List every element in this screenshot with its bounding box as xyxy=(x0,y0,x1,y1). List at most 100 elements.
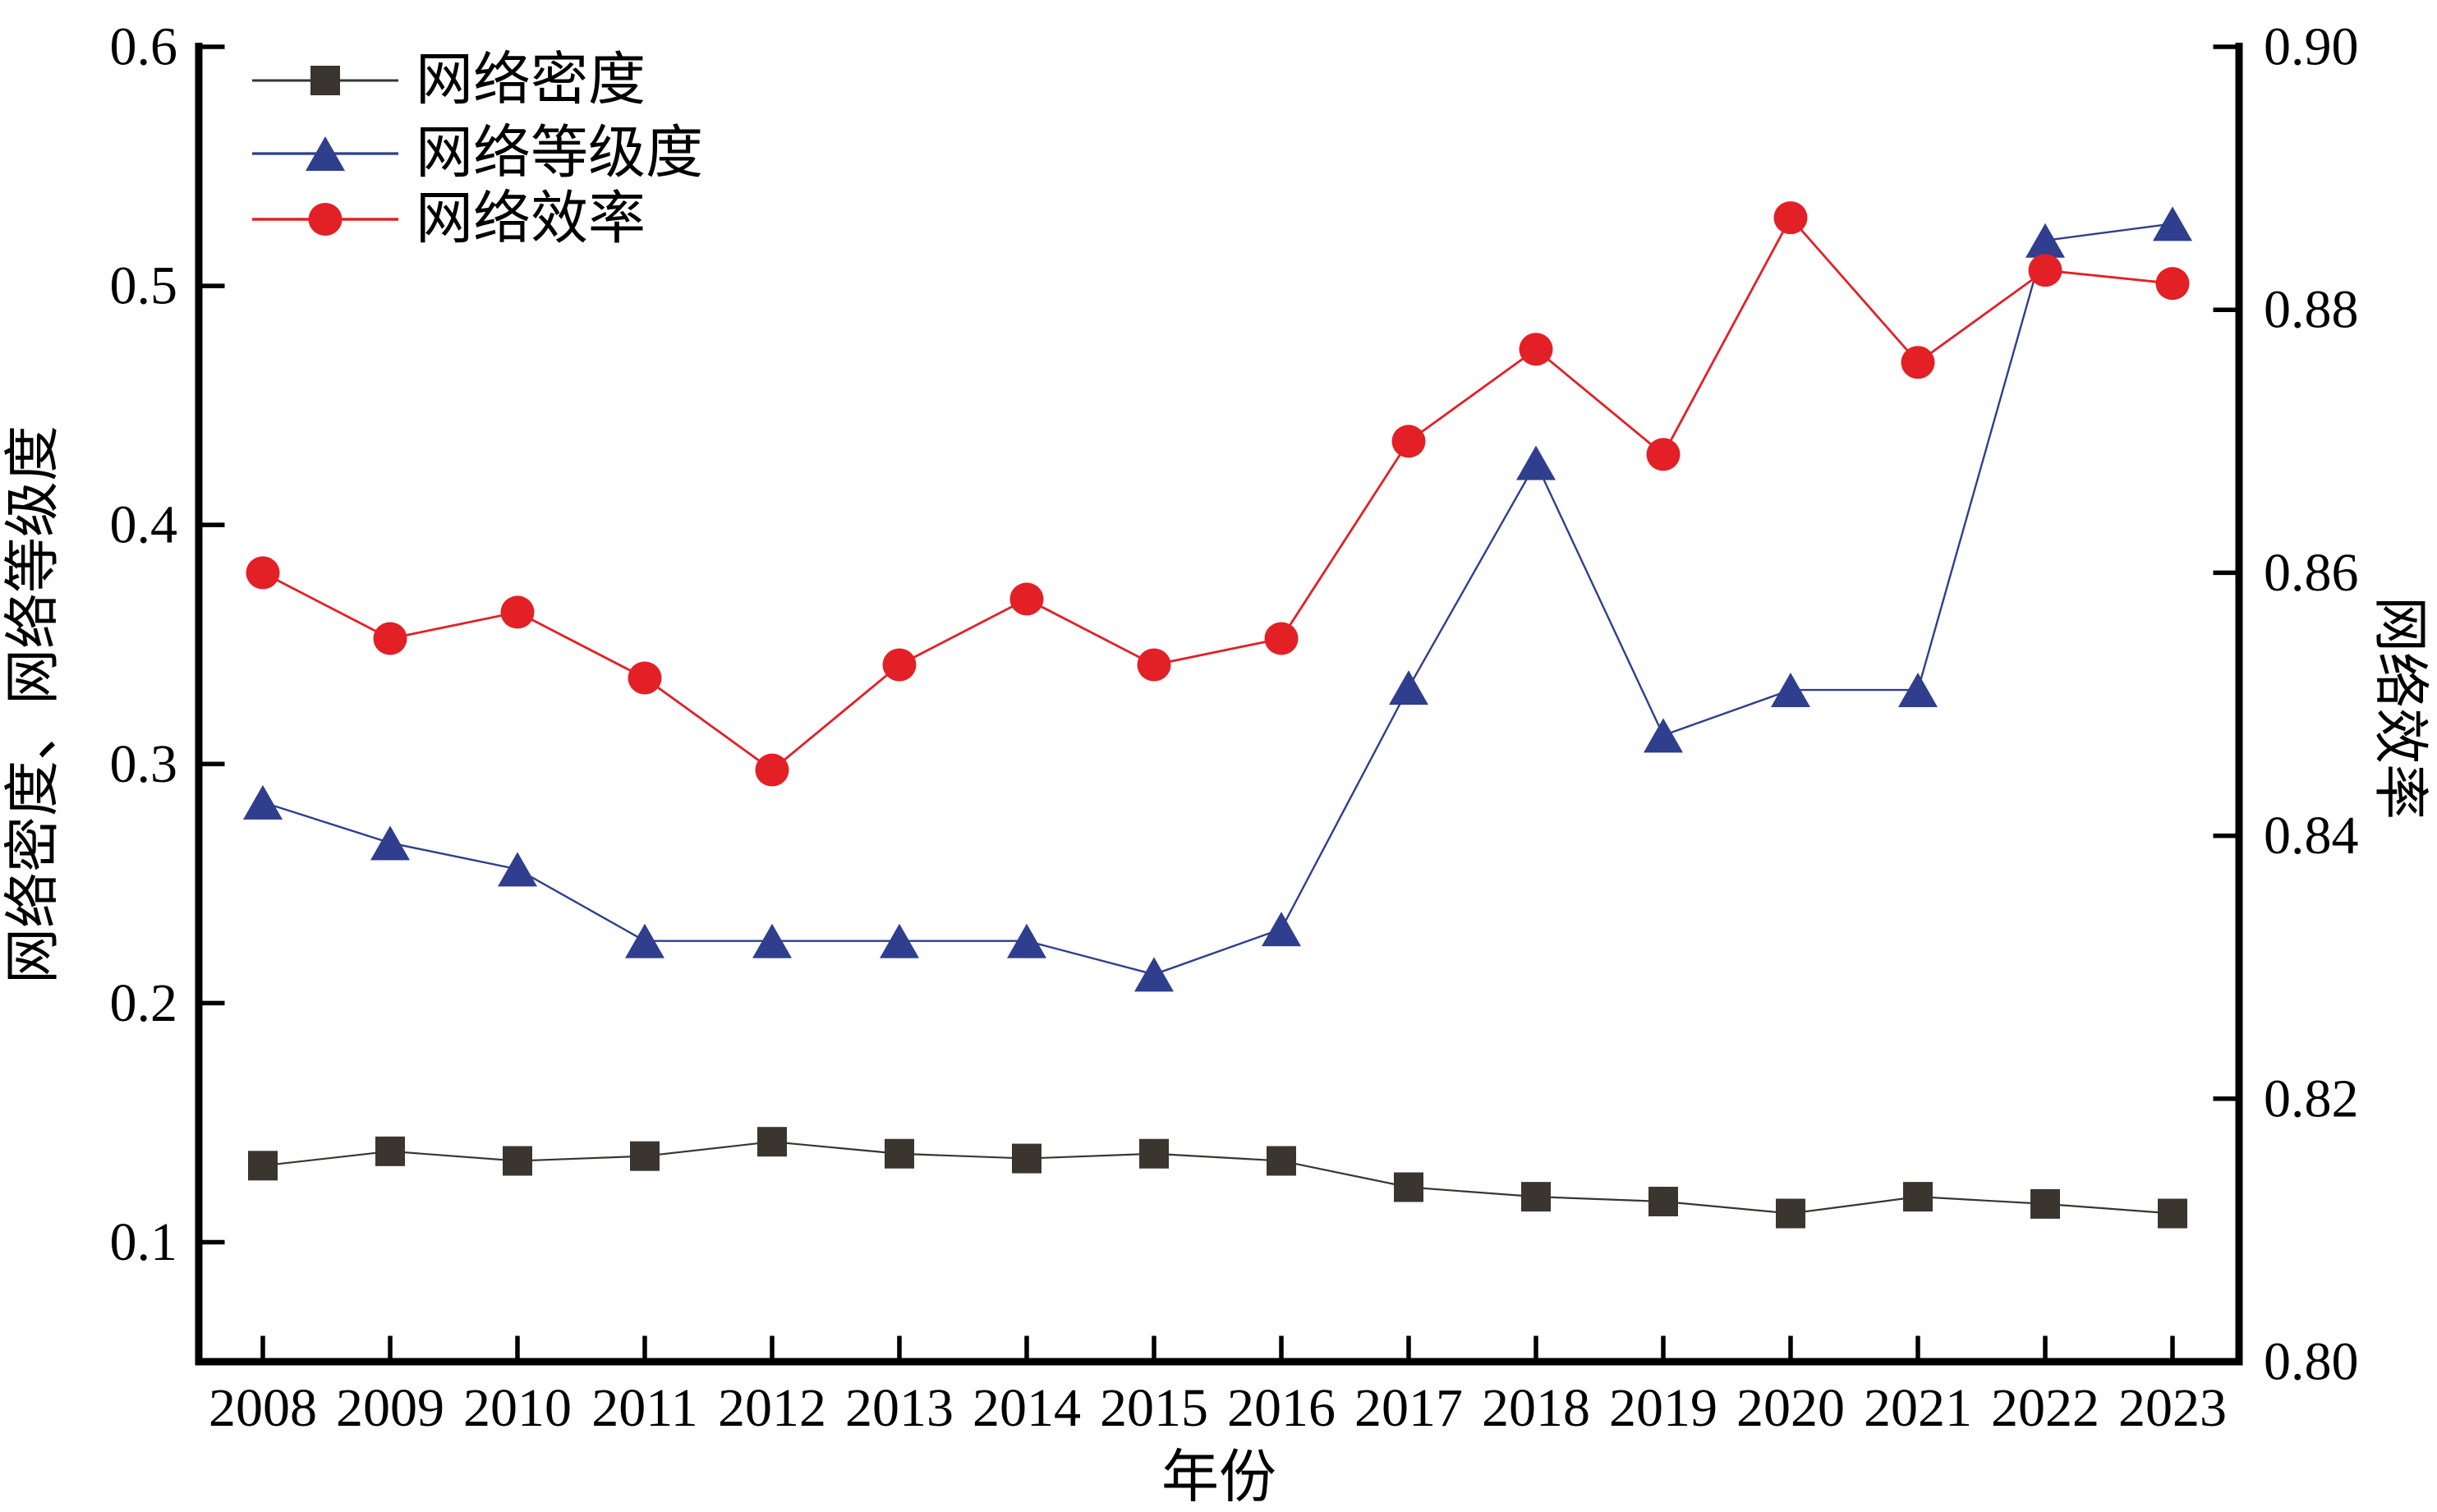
y-tick-label-right: 0.80 xyxy=(2264,1332,2359,1392)
square-marker xyxy=(2030,1188,2060,1219)
square-marker xyxy=(1648,1186,1678,1216)
legend-label: 网络效率 xyxy=(416,188,646,251)
series-line xyxy=(262,215,2173,772)
circle-marker xyxy=(1519,333,1553,366)
square-marker xyxy=(1521,1182,1551,1212)
y-tick-label-left: 0.2 xyxy=(110,973,178,1033)
y-axis-right: 0.80 0.82 0.84 0.86 0.88 0.90 xyxy=(2213,17,2359,1392)
y-tick-label-right: 0.86 xyxy=(2264,543,2359,603)
square-marker xyxy=(1267,1146,1296,1176)
circle-marker xyxy=(1391,425,1426,458)
y-axis-left: 0.1 0.2 0.3 0.4 0.5 0.6 xyxy=(110,17,225,1272)
triangle-marker xyxy=(1389,670,1428,705)
y-tick-label-left: 0.6 xyxy=(110,17,178,77)
triangle-marker xyxy=(1771,673,1810,708)
legend-item: 网络效率 xyxy=(252,188,646,251)
square-marker xyxy=(310,66,340,95)
triangle-marker xyxy=(1134,957,1174,992)
triangle-marker xyxy=(1262,912,1301,947)
y-tick-label-left: 0.1 xyxy=(110,1212,178,1272)
circle-marker xyxy=(500,595,535,629)
triangle-marker xyxy=(498,852,537,887)
circle-marker xyxy=(2028,254,2062,287)
square-marker xyxy=(630,1141,660,1171)
y-tick-label-left: 0.5 xyxy=(110,256,178,316)
x-tick-label: 2014 xyxy=(973,1378,1081,1438)
circle-marker xyxy=(1646,438,1681,471)
circle-marker xyxy=(1773,201,1808,235)
triangle-marker xyxy=(1007,923,1046,958)
square-marker xyxy=(1776,1198,1805,1229)
x-tick-label: 2019 xyxy=(1609,1378,1717,1438)
x-tick-label: 2012 xyxy=(718,1378,826,1438)
circle-marker xyxy=(246,556,280,590)
circle-marker xyxy=(1901,346,1935,379)
series-network-density xyxy=(248,1127,2187,1229)
y-tick-label-right: 0.84 xyxy=(2264,806,2359,866)
series-line xyxy=(262,223,2173,976)
circle-marker xyxy=(882,648,917,682)
axes-frame xyxy=(195,43,2243,1366)
triangle-marker xyxy=(1898,673,1938,708)
triangle-marker xyxy=(1644,718,1683,753)
square-marker xyxy=(375,1136,405,1166)
circle-marker xyxy=(2155,267,2190,301)
circle-marker xyxy=(755,753,789,787)
x-tick-label: 2018 xyxy=(1482,1378,1590,1438)
x-axis-title: 年份 xyxy=(1161,1446,1276,1510)
x-tick-label: 2021 xyxy=(1864,1378,1972,1438)
square-marker xyxy=(503,1146,532,1176)
triangle-marker xyxy=(752,923,792,958)
y-tick-label-right: 0.88 xyxy=(2264,280,2359,340)
x-tick-label: 2015 xyxy=(1100,1378,1208,1438)
x-tick-label: 2017 xyxy=(1354,1378,1463,1438)
triangle-marker xyxy=(370,825,410,861)
triangle-marker xyxy=(243,784,283,820)
legend-item: 网络密度 xyxy=(252,49,646,113)
circle-marker xyxy=(1137,648,1171,682)
circle-marker xyxy=(1009,582,1044,616)
y-tick-label-right: 0.90 xyxy=(2264,17,2359,77)
x-axis: 2008 2009 2010 2011 2012 2013 2014 2015 2016 2017… xyxy=(209,1335,2227,1438)
y-tick-label-left: 0.3 xyxy=(110,734,178,794)
square-marker xyxy=(248,1151,278,1181)
triangle-marker xyxy=(1516,445,1556,480)
y-axis-title-right: 网络效率 xyxy=(2369,596,2431,820)
square-marker xyxy=(1139,1138,1169,1169)
legend-item: 网络等级度 xyxy=(252,122,703,186)
triangle-marker xyxy=(2025,223,2065,258)
legend-label: 网络等级度 xyxy=(416,122,703,186)
triangle-marker xyxy=(625,923,664,958)
x-tick-label: 2023 xyxy=(2118,1378,2227,1438)
triangle-marker xyxy=(2153,206,2192,241)
x-tick-label: 2022 xyxy=(1991,1378,2099,1438)
circle-marker xyxy=(628,661,662,695)
circle-marker xyxy=(1264,622,1299,655)
square-marker xyxy=(2158,1198,2187,1229)
square-marker xyxy=(1012,1143,1041,1174)
circle-marker xyxy=(373,622,407,655)
legend-label: 网络密度 xyxy=(416,49,646,113)
x-tick-label: 2008 xyxy=(209,1378,317,1438)
series-line xyxy=(262,1141,2173,1215)
y-tick-label-right: 0.82 xyxy=(2264,1069,2359,1128)
circle-marker xyxy=(308,203,343,236)
x-tick-label: 2013 xyxy=(845,1378,954,1438)
x-tick-label: 2010 xyxy=(463,1378,572,1438)
y-axis-title-left: 网络密度、网络等级度 xyxy=(2,425,64,984)
series-network-hierarchy xyxy=(243,206,2192,992)
square-marker xyxy=(1394,1172,1423,1202)
triangle-marker xyxy=(306,136,345,171)
square-marker xyxy=(885,1138,914,1169)
x-tick-label: 2016 xyxy=(1227,1378,1336,1438)
x-tick-label: 2020 xyxy=(1736,1378,1845,1438)
x-tick-label: 2009 xyxy=(336,1378,444,1438)
square-marker xyxy=(1903,1182,1933,1212)
series-network-efficiency xyxy=(246,201,2190,787)
x-tick-label: 2011 xyxy=(591,1378,698,1438)
y-tick-label-left: 0.4 xyxy=(110,495,178,555)
